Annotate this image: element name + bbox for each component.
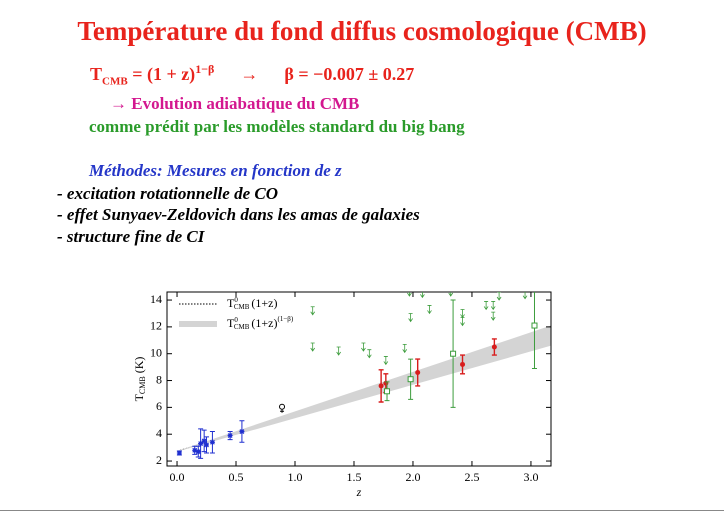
data-point: [460, 361, 466, 367]
y-tick-label: 2: [156, 453, 162, 467]
data-point: [176, 450, 182, 456]
divider: [0, 510, 724, 511]
text-line: comme prédit par les modèles standard du…: [89, 117, 465, 136]
label-part: (K): [132, 357, 146, 374]
x-tick-label: 2.0: [405, 470, 420, 484]
formula-part: CMB: [102, 75, 128, 88]
formula-part: T: [90, 64, 103, 84]
upper-limit: [402, 343, 408, 354]
data-point: [415, 369, 421, 375]
data-point: [227, 433, 233, 439]
upper-limit: [310, 306, 316, 316]
legend-label: T0 CMB (1+z): [227, 296, 278, 311]
y-tick-label: 14: [150, 292, 162, 306]
legend-part: (1+z): [251, 316, 277, 330]
data-point: [195, 449, 201, 455]
upper-limit: [427, 305, 432, 315]
upper-limit: [420, 292, 425, 299]
upper-limit: [366, 349, 372, 359]
x-tick-label: 1.0: [288, 470, 303, 484]
formula-part: 1−β: [195, 62, 215, 76]
data-point: [201, 438, 207, 444]
y-tick-label: 10: [150, 345, 162, 359]
formula-part: = (1 + z): [132, 64, 196, 84]
y-tick-label: 12: [150, 319, 162, 333]
slide-title: Température du fond diffus cosmologique …: [77, 16, 647, 46]
upper-limit: [361, 342, 366, 352]
x-axis-label: z: [356, 485, 362, 499]
bullet: - effet Sunyaev-Zeldovich dans les amas …: [57, 205, 420, 224]
data-point: [491, 344, 497, 350]
legend-part: CMB: [234, 303, 250, 311]
data-point: [239, 429, 245, 435]
bullet: - structure fine de CI: [57, 227, 205, 246]
text-line: → Evolution adiabatique du CMB: [110, 94, 360, 113]
upper-limit: [448, 292, 454, 297]
y-tick-label: 4: [156, 426, 162, 440]
legend-part: (1+z): [251, 296, 277, 310]
x-tick-label: 0.5: [229, 470, 244, 484]
label-part: CMB: [138, 376, 147, 394]
y-axis-label: TCMB (K): [132, 357, 147, 402]
upper-limit: [383, 356, 389, 366]
data-point: [407, 376, 414, 383]
plot-frame: [166, 291, 552, 467]
formula-part: →: [240, 64, 259, 84]
data-point: [198, 441, 204, 447]
formula: TCMB = (1 + z)1−β → β = −0.007 ± 0.27: [90, 62, 414, 88]
upper-limit: [460, 317, 465, 327]
data-point: [378, 383, 384, 389]
x-tick-label: 2.5: [464, 470, 479, 484]
upper-limit: [310, 342, 316, 352]
label-part: T: [132, 393, 146, 401]
methods-title: Méthodes: Mesures en fonction de z: [89, 161, 342, 180]
data-point: [531, 322, 538, 329]
bullet: - excitation rotationnelle de CO: [57, 184, 278, 203]
model-band: [177, 325, 551, 452]
upper-limit: [408, 313, 413, 323]
upper-limit: [483, 301, 489, 311]
upper-limit: [407, 292, 412, 297]
x-tick-label: 3.0: [523, 470, 538, 484]
y-tick-label: 8: [156, 372, 162, 386]
data-point: [279, 403, 286, 413]
upper-limit: [336, 346, 341, 356]
upper-limit: [522, 292, 528, 300]
upper-limit: [496, 292, 502, 301]
legend-part: T: [227, 316, 235, 330]
legend-label: T0 CMB (1+z)(1−β): [227, 315, 294, 331]
upper-limit: [460, 309, 465, 319]
data-point: [384, 388, 391, 395]
x-tick-label: 1.5: [346, 470, 361, 484]
legend-part: T: [227, 296, 235, 310]
y-tick-label: 6: [156, 399, 162, 413]
data-point: [192, 447, 198, 453]
data-point: [450, 350, 457, 357]
legend-part: 0: [234, 316, 238, 324]
formula-part: β = −0.007 ± 0.27: [284, 64, 415, 84]
legend-part: CMB: [234, 323, 250, 331]
upper-limit: [490, 311, 496, 321]
x-tick-label: 0.0: [170, 470, 185, 484]
data-point: [204, 442, 210, 448]
legend-part: 0: [234, 296, 238, 304]
upper-limit: [490, 301, 496, 311]
data-point: [209, 439, 215, 445]
legend-part: (1−β): [278, 315, 294, 323]
